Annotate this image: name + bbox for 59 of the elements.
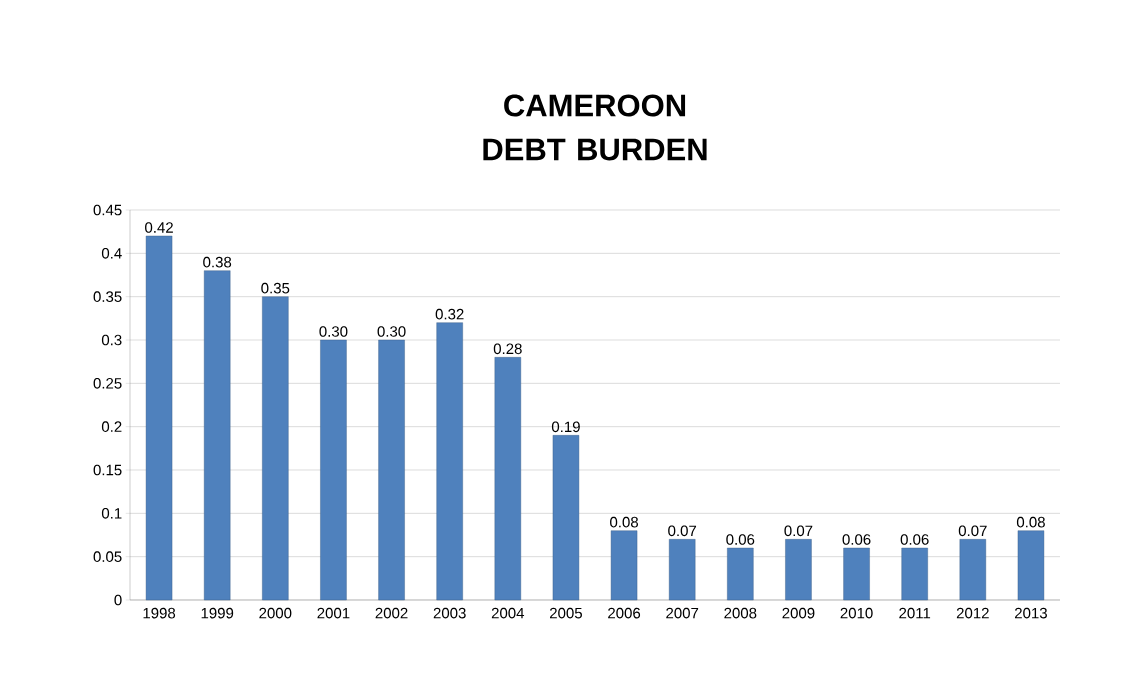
data-label: 0.32 (435, 308, 464, 320)
data-label: 0.07 (668, 525, 697, 537)
x-tick-label: 2001 (317, 607, 350, 619)
data-label: 0.30 (377, 326, 406, 337)
x-tick-label: 2000 (259, 607, 292, 619)
x-tick-label: 2013 (1015, 607, 1047, 619)
data-label: 0.35 (261, 282, 290, 294)
data-label: 0.08 (610, 516, 639, 528)
x-tick-label: 1999 (201, 607, 234, 619)
y-tick-label: 0 (114, 594, 122, 606)
y-tick-label: 0.1 (101, 508, 122, 519)
data-label: 0.42 (145, 222, 173, 233)
data-label: 0.06 (842, 534, 871, 545)
data-label: 0.28 (493, 343, 522, 355)
data-label: 0.30 (319, 326, 348, 337)
data-label: 0.06 (726, 534, 755, 545)
bar (785, 539, 812, 601)
bar (843, 547, 870, 601)
bar (262, 296, 289, 601)
bar (610, 530, 638, 601)
y-tick-label: 0.45 (93, 204, 122, 216)
bar (145, 235, 173, 601)
x-tick-label: 2008 (724, 607, 757, 619)
bar (959, 539, 987, 601)
bar (552, 435, 580, 601)
y-tick-label: 0.4 (101, 248, 122, 259)
y-tick-label: 0.15 (93, 464, 122, 476)
x-tick-label: 2004 (491, 607, 525, 619)
bar (436, 322, 463, 601)
bar (669, 539, 696, 601)
x-tick-label: 1998 (143, 607, 176, 619)
data-label: 0.06 (900, 534, 929, 545)
bar (1017, 530, 1045, 601)
bar (203, 270, 231, 601)
bar (727, 547, 754, 601)
x-tick-label: 2006 (608, 607, 641, 619)
data-label: 0.08 (1016, 516, 1045, 528)
x-tick-label: 2012 (956, 607, 989, 619)
y-tick-label: 0.3 (101, 334, 122, 346)
x-tick-label: 2011 (899, 607, 931, 619)
data-label: 0.07 (784, 525, 813, 537)
chart-title: CAMEROON DEBT BURDEN (483, 94, 707, 161)
y-tick-label: 0.25 (93, 378, 122, 389)
data-label: 0.07 (958, 525, 987, 537)
x-tick-label: 2002 (375, 607, 408, 619)
data-label: 0.19 (551, 421, 580, 433)
bar (320, 339, 347, 601)
x-tick-label: 2003 (433, 607, 466, 619)
y-tick-label: 0.2 (101, 421, 122, 432)
bar (901, 547, 928, 601)
x-tick-label: 2010 (840, 607, 873, 619)
y-tick-label: 0.05 (93, 551, 122, 562)
x-tick-label: 2007 (666, 607, 699, 619)
x-tick-label: 2009 (782, 607, 815, 619)
bar (494, 357, 522, 601)
x-tick-label: 2005 (550, 607, 582, 619)
bar (378, 339, 405, 601)
y-tick-label: 0.35 (93, 291, 122, 302)
data-label: 0.38 (203, 256, 232, 268)
